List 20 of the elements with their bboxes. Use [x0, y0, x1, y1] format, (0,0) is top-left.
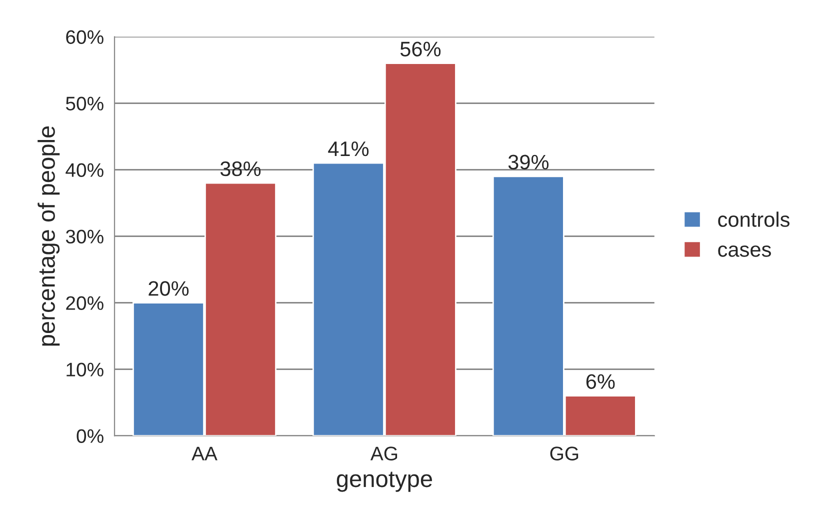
data-label: 38%: [220, 161, 261, 176]
data-label: 20%: [148, 281, 189, 296]
data-label: 41%: [328, 142, 369, 156]
x-tick-label: AG: [370, 446, 398, 460]
legend-label: controls: [718, 212, 790, 227]
y-tick-label: 50%: [66, 96, 104, 110]
y-tick-label: 20%: [66, 296, 104, 310]
y-tick-label: 10%: [66, 362, 104, 376]
data-label: 39%: [508, 154, 549, 170]
x-tick-label: AA: [192, 446, 218, 460]
legend-label: cases: [718, 245, 771, 257]
x-tick-label: GG: [550, 446, 578, 460]
y-tick-label: 0%: [76, 429, 104, 443]
y-tick-label: 60%: [66, 30, 104, 44]
data-label: 6%: [586, 374, 615, 389]
y-tick-label: 40%: [66, 163, 104, 177]
x-axis-title: genotype: [336, 472, 432, 492]
y-axis-title: percentage of people: [38, 126, 60, 346]
data-label: 56%: [400, 42, 441, 56]
y-tick-label: 30%: [66, 230, 104, 244]
